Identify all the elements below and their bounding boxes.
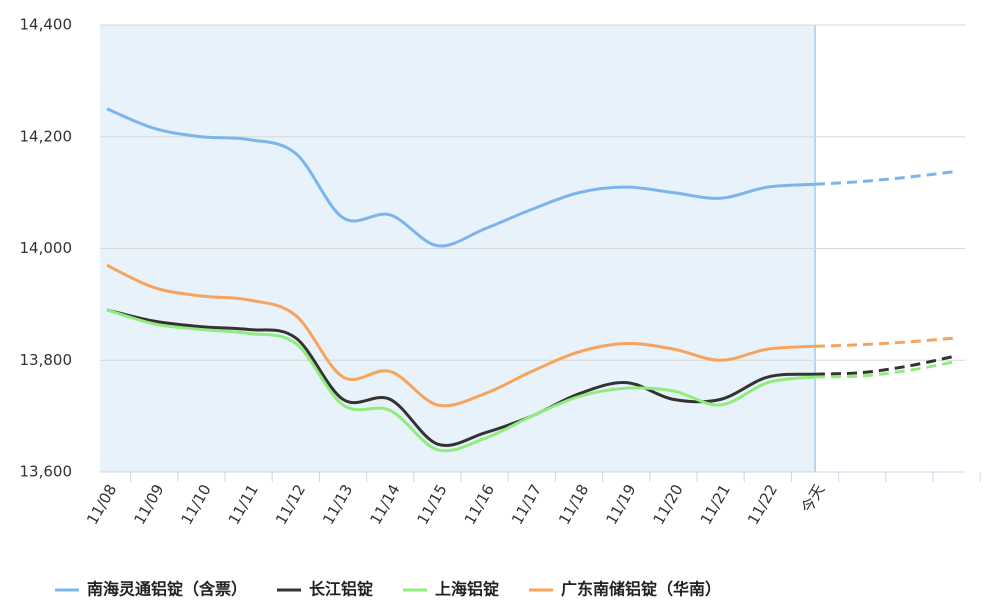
legend-label: 广东南储铝锭（华南） (561, 580, 721, 599)
x-tick-label: 11/13 (319, 481, 356, 527)
series-line (106, 263, 816, 408)
x-tick-label: 11/19 (602, 481, 639, 527)
legend-label: 长江铝锭 (309, 580, 373, 599)
x-tick-label: 11/12 (272, 481, 309, 527)
y-tick-label: 14,000 (20, 239, 73, 257)
x-tick-label: 今天 (798, 481, 829, 516)
x-tick-label: 11/14 (366, 481, 403, 527)
legend-label: 南海灵通铝锭（含票） (87, 580, 247, 599)
forecast-line (814, 336, 957, 348)
y-tick-label: 13,600 (20, 463, 73, 481)
forecast-line (814, 354, 957, 376)
x-tick-label: 11/22 (744, 481, 781, 527)
x-tick-label: 11/18 (555, 481, 592, 527)
series-line (106, 308, 816, 447)
x-tick-label: 11/11 (225, 481, 262, 527)
x-tick-label: 11/15 (414, 481, 451, 527)
series-line (106, 308, 816, 453)
x-tick-label: 11/10 (178, 481, 215, 527)
y-tick-label: 13,800 (20, 351, 73, 369)
legend-label: 上海铝锭 (435, 580, 499, 599)
x-tick-label: 11/17 (508, 481, 545, 527)
forecast-line (814, 359, 957, 379)
x-tick-label: 11/20 (650, 481, 687, 527)
x-tick-label: 11/16 (461, 481, 498, 527)
series-line (106, 107, 816, 248)
x-tick-label: 11/08 (83, 481, 120, 527)
legend: 南海灵通铝锭（含票） 长江铝锭 上海铝锭 广东南储铝锭（华南） (55, 580, 721, 599)
x-tick-label: 11/21 (697, 481, 734, 527)
y-tick-label: 14,200 (20, 127, 73, 145)
x-tick-label: 11/09 (130, 481, 167, 527)
forecast-line (814, 169, 957, 186)
y-tick-label: 14,400 (20, 16, 73, 34)
